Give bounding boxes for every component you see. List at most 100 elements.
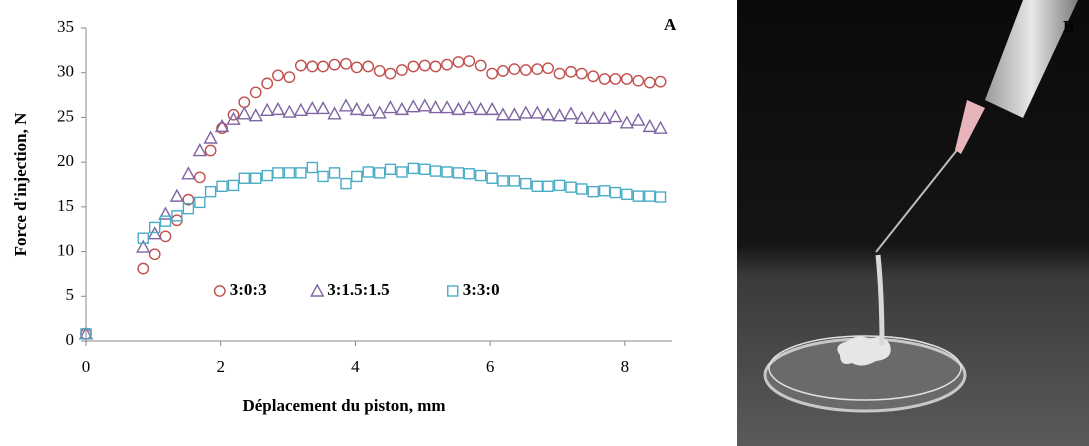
- panel-label: A: [664, 15, 677, 34]
- data-point: [238, 96, 251, 109]
- panel-label: B: [1063, 17, 1074, 36]
- data-point: [574, 110, 589, 125]
- data-point: [519, 64, 532, 76]
- data-point: [565, 65, 577, 78]
- data-point: [597, 110, 612, 125]
- photo: B: [737, 0, 1089, 446]
- data-point: [317, 170, 329, 183]
- x-tick-label: 6: [486, 357, 495, 376]
- x-tick-label: 8: [621, 357, 630, 376]
- data-point: [565, 181, 577, 193]
- data-point: [621, 188, 633, 201]
- data-point: [419, 163, 431, 175]
- data-point: [182, 193, 195, 206]
- data-point: [608, 109, 623, 123]
- data-point: [486, 67, 499, 80]
- data-point: [204, 144, 217, 157]
- data-point: [563, 106, 579, 120]
- data-point: [383, 100, 398, 114]
- data-point: [249, 86, 262, 99]
- data-point: [182, 202, 195, 215]
- data-point: [158, 206, 173, 220]
- data-point: [293, 102, 309, 116]
- data-point: [406, 99, 421, 113]
- data-point: [518, 105, 534, 119]
- data-point: [272, 167, 284, 179]
- data-point: [632, 190, 645, 202]
- data-point: [497, 175, 509, 187]
- data-point: [295, 167, 307, 179]
- legend-label: 3:0:3: [230, 280, 267, 299]
- data-point: [508, 175, 521, 187]
- data-point: [429, 60, 442, 73]
- data-point: [586, 110, 601, 125]
- data-point: [261, 169, 273, 182]
- y-tick-label: 5: [66, 285, 75, 304]
- data-point: [338, 98, 354, 112]
- x-axis-title: Déplacement du piston, mm: [242, 396, 445, 415]
- data-point: [261, 77, 274, 90]
- data-point: [181, 166, 196, 180]
- data-point: [80, 328, 92, 340]
- data-point: [417, 98, 432, 112]
- data-point: [642, 118, 657, 133]
- data-point: [553, 179, 566, 192]
- data-point: [452, 167, 465, 179]
- data-point: [384, 163, 397, 175]
- legend-marker: [447, 285, 459, 297]
- data-point: [373, 65, 386, 77]
- data-point: [587, 70, 600, 83]
- data-point: [315, 101, 331, 115]
- data-point: [429, 165, 442, 177]
- data-point: [361, 102, 376, 116]
- needle-hub: [955, 100, 985, 154]
- data-point: [147, 226, 162, 240]
- data-point: [396, 166, 408, 178]
- legend-marker: [213, 285, 226, 297]
- data-point: [620, 73, 633, 85]
- data-point: [238, 172, 250, 184]
- data-point: [362, 60, 375, 73]
- data-point: [428, 100, 443, 114]
- data-point: [340, 57, 352, 70]
- data-point: [373, 167, 386, 179]
- data-point: [362, 166, 374, 178]
- data-point: [474, 59, 487, 72]
- gel: [837, 336, 891, 366]
- data-point: [486, 172, 498, 184]
- data-point: [654, 191, 667, 203]
- data-point: [137, 232, 149, 244]
- data-point: [282, 104, 297, 118]
- needle: [875, 139, 966, 253]
- data-point: [227, 179, 240, 192]
- data-point: [508, 63, 521, 76]
- data-point: [149, 221, 161, 234]
- data-point: [327, 106, 342, 120]
- data-point: [227, 108, 240, 121]
- data-point: [305, 101, 320, 115]
- y-tick-label: 20: [57, 151, 74, 170]
- data-point: [306, 60, 319, 73]
- data-point: [619, 115, 635, 129]
- data-point: [542, 62, 554, 75]
- data-point: [463, 55, 476, 67]
- data-point: [203, 130, 218, 144]
- data-point: [407, 162, 420, 175]
- data-point: [272, 69, 284, 82]
- data-point: [283, 167, 296, 179]
- data-point: [609, 73, 622, 85]
- y-tick-label: 25: [57, 106, 74, 125]
- y-tick-label: 0: [66, 330, 75, 349]
- data-point: [396, 64, 408, 76]
- data-point: [317, 60, 329, 73]
- data-point: [169, 188, 185, 202]
- gel-strand: [875, 254, 885, 346]
- data-point: [441, 58, 453, 71]
- data-point: [384, 67, 397, 80]
- data-point: [340, 177, 352, 190]
- data-point: [216, 180, 228, 192]
- data-point: [394, 101, 410, 116]
- data-point: [148, 248, 161, 261]
- data-point: [507, 107, 522, 121]
